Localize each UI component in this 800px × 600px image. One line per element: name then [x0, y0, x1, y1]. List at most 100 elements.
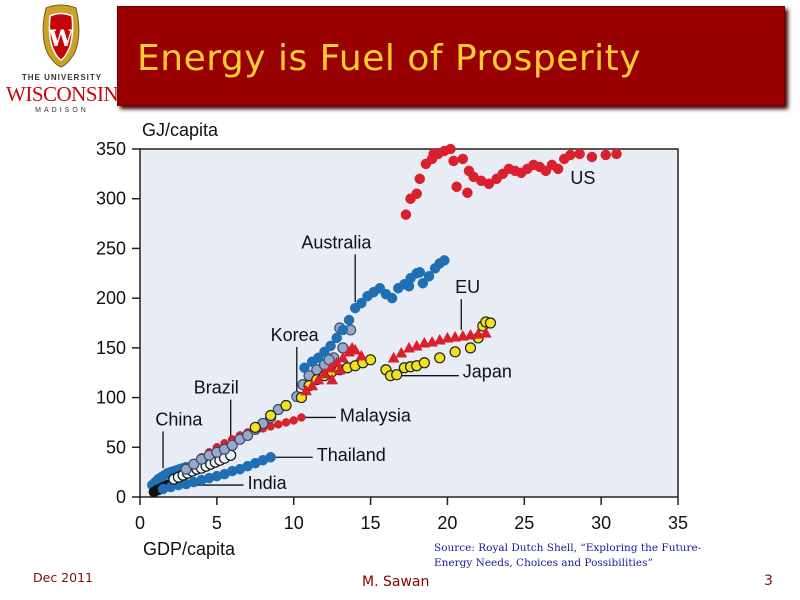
- x-tick-label: 25: [514, 513, 534, 533]
- logo-line-madison: MADISON: [35, 107, 89, 114]
- data-point-australia: [337, 324, 349, 336]
- data-point-japan: [484, 317, 497, 329]
- data-point-eu: [410, 339, 423, 351]
- data-point-korea: [188, 458, 200, 470]
- data-point-japan: [364, 354, 377, 366]
- y-tick-label: 0: [116, 487, 126, 507]
- data-point-malaysia: [297, 413, 306, 422]
- data-point-us: [457, 153, 469, 165]
- y-tick-label: 250: [96, 238, 126, 258]
- series-thailand: [157, 451, 276, 495]
- data-point-korea: [180, 463, 192, 475]
- data-point-eu: [326, 373, 339, 385]
- annotation-label-india: India: [248, 473, 288, 493]
- title-bar: Energy is Fuel of Prosperity: [117, 6, 785, 106]
- data-point-eu: [479, 326, 492, 338]
- x-tick-label: 20: [437, 513, 457, 533]
- annotation-label-thailand: Thailand: [317, 445, 386, 465]
- series-us: [400, 143, 622, 220]
- data-point-japan: [249, 421, 261, 433]
- data-point-japan: [449, 346, 461, 358]
- data-point-eu: [336, 351, 349, 363]
- data-point-australia: [343, 314, 355, 326]
- source-line-1: Source: Royal Dutch Shell, “Exploring th…: [434, 542, 702, 554]
- source-citation: Source: Royal Dutch Shell, “Exploring th…: [434, 541, 734, 571]
- data-point-eu: [318, 367, 331, 379]
- logo-line-university: THE UNIVERSITY: [21, 73, 103, 82]
- data-point-australia: [414, 267, 426, 278]
- data-point-eu: [306, 379, 319, 391]
- data-point-japan: [434, 352, 446, 364]
- data-point-eu: [333, 363, 346, 375]
- y-tick-label: 200: [96, 288, 126, 308]
- x-tick-label: 30: [591, 513, 611, 533]
- data-point-japan: [464, 342, 477, 354]
- data-point-eu: [346, 341, 359, 353]
- data-point-korea: [226, 439, 238, 451]
- data-point-malaysia: [281, 418, 291, 427]
- data-point-australia: [386, 292, 398, 304]
- annotation-label-malaysia: Malaysia: [340, 405, 412, 425]
- data-point-us: [462, 187, 473, 198]
- data-point-australia: [325, 340, 336, 352]
- source-line-2: Energy Needs, Choices and Possibilities”: [434, 557, 653, 569]
- data-point-australia: [403, 280, 415, 292]
- x-axis-title: GDP/capita: [143, 539, 236, 559]
- slide-number: 3: [764, 573, 773, 589]
- data-point-australia: [423, 271, 435, 282]
- y-tick-label: 100: [96, 388, 126, 408]
- slide-title: Energy is Fuel of Prosperity: [137, 38, 642, 79]
- y-tick-label: 300: [96, 189, 126, 209]
- data-point-thailand: [265, 451, 276, 463]
- data-point-us: [483, 178, 495, 190]
- data-point-malaysia: [289, 416, 298, 425]
- data-point-japan: [418, 357, 430, 369]
- annotation-label-china: China: [155, 409, 203, 429]
- footer-date: Dec 2011: [33, 570, 93, 585]
- data-point-us: [600, 149, 612, 161]
- y-tick-label: 350: [96, 139, 126, 159]
- data-point-malaysia: [274, 420, 283, 429]
- data-point-us: [428, 148, 439, 160]
- svg-text:W: W: [48, 26, 74, 52]
- annotation-label-brazil: Brazil: [194, 378, 239, 398]
- series-australia: [299, 255, 450, 373]
- data-point-us: [586, 151, 598, 163]
- data-point-australia: [356, 297, 367, 309]
- x-tick-label: 35: [668, 513, 688, 533]
- annotation-label-us: US: [570, 168, 595, 188]
- data-point-us: [445, 143, 456, 155]
- data-point-australia: [331, 332, 343, 344]
- data-point-us: [574, 148, 585, 160]
- data-point-eu: [312, 373, 325, 385]
- footer-author: M. Sawan: [362, 574, 430, 590]
- data-point-us: [552, 163, 564, 175]
- data-point-us: [448, 155, 459, 167]
- uw-madison-logo: W THE UNIVERSITY of WISCONSIN MADISON: [6, 4, 119, 116]
- series-eu: [300, 326, 492, 396]
- x-tick-label: 15: [361, 513, 381, 533]
- logo-line-wisconsin: WISCONSIN: [6, 82, 119, 106]
- data-point-us: [451, 181, 462, 193]
- annotation-label-korea: Korea: [271, 325, 320, 345]
- annotation-label-australia: Australia: [301, 232, 372, 252]
- data-point-japan: [265, 409, 277, 422]
- annotation-label-japan: Japan: [463, 362, 512, 382]
- annotation-label-eu: EU: [455, 277, 480, 297]
- x-tick-label: 0: [135, 513, 145, 533]
- data-point-us: [411, 188, 422, 199]
- data-point-us: [400, 209, 412, 220]
- data-point-us: [565, 149, 576, 161]
- data-point-eu: [355, 349, 368, 361]
- data-point-us: [414, 173, 426, 185]
- y-tick-label: 150: [96, 338, 126, 358]
- y-axis-title: GJ/capita: [142, 120, 219, 140]
- x-tick-label: 5: [212, 513, 222, 533]
- data-point-australia: [299, 362, 310, 373]
- crest-icon: W: [42, 4, 80, 68]
- data-point-australia: [417, 277, 429, 289]
- x-tick-label: 10: [284, 513, 304, 533]
- data-point-japan: [391, 369, 403, 381]
- data-point-us: [611, 148, 622, 160]
